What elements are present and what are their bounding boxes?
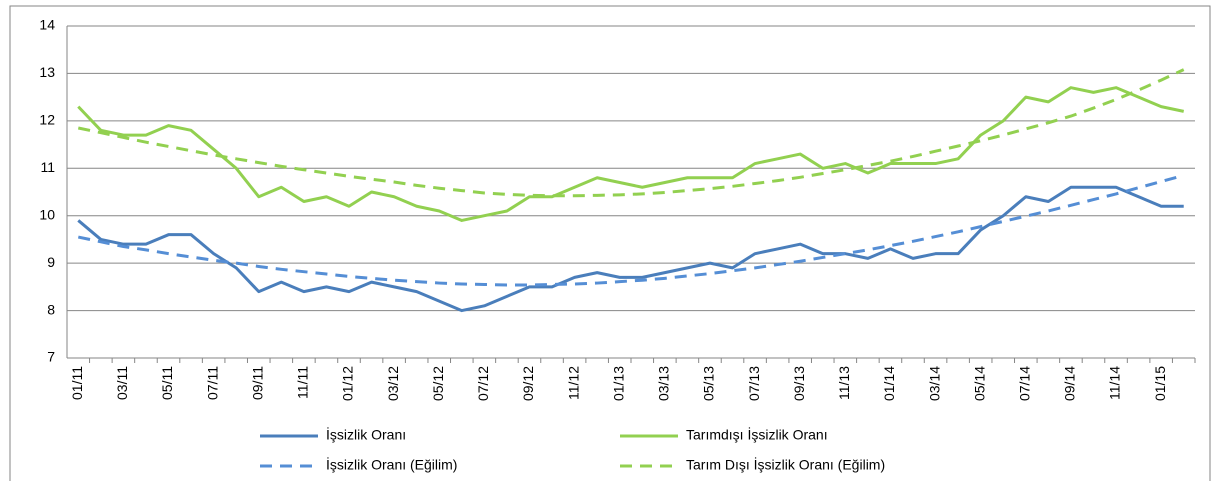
x-tick-label: 11/12 [565,366,581,400]
x-tick-label: 01/12 [340,366,356,401]
x-tick-label: 01/11 [69,366,85,400]
y-tick-label: 9 [47,254,55,270]
series-line [77,185,1184,313]
x-tick-label: 07/13 [746,366,762,401]
x-tick-label: 03/12 [385,366,401,401]
legend-label: İşsizlik Oranı [326,426,406,443]
x-tick-label: 11/14 [1107,366,1123,400]
x-tick-label: 05/14 [971,366,987,401]
legend-label: Tarımdışı İşsizlik Oranı [686,426,828,443]
series-line [77,86,1185,222]
y-tick-label: 10 [39,206,55,222]
y-tick-label: 13 [39,64,55,80]
series-line [77,173,1185,287]
x-tick-label: 05/12 [430,366,446,401]
chart-border [9,5,1211,481]
y-tick-label: 8 [47,301,55,317]
x-tick-label: 03/14 [926,366,942,401]
y-tick-label: 12 [39,112,55,128]
x-tick-label: 01/13 [610,366,626,401]
x-tick-label: 09/14 [1062,366,1078,401]
x-tick-label: 07/12 [475,366,491,401]
y-tick-label: 14 [39,17,55,33]
x-tick-label: 05/13 [701,366,717,401]
x-tick-label: 09/12 [520,366,536,401]
legend-label: İşsizlik Oranı (Eğilim) [326,456,457,473]
x-tick-label: 05/11 [159,366,175,400]
x-tick-label: 03/13 [656,366,672,401]
x-tick-label: 11/11 [295,366,311,399]
x-tick-label: 07/11 [204,366,220,400]
series-line [77,68,1185,198]
x-tick-label: 01/15 [1152,366,1168,401]
y-tick-label: 7 [47,349,55,365]
x-tick-label: 09/13 [791,366,807,401]
x-tick-label: 03/11 [114,366,130,400]
y-tick-label: 11 [40,159,55,175]
x-tick-label: 09/11 [249,366,265,400]
x-tick-label: 01/14 [881,366,897,401]
x-tick-label: 07/14 [1017,366,1033,401]
legend-label: Tarım Dışı İşsizlik Oranı (Eğilim) [686,456,885,473]
x-tick-label: 11/13 [836,366,852,400]
